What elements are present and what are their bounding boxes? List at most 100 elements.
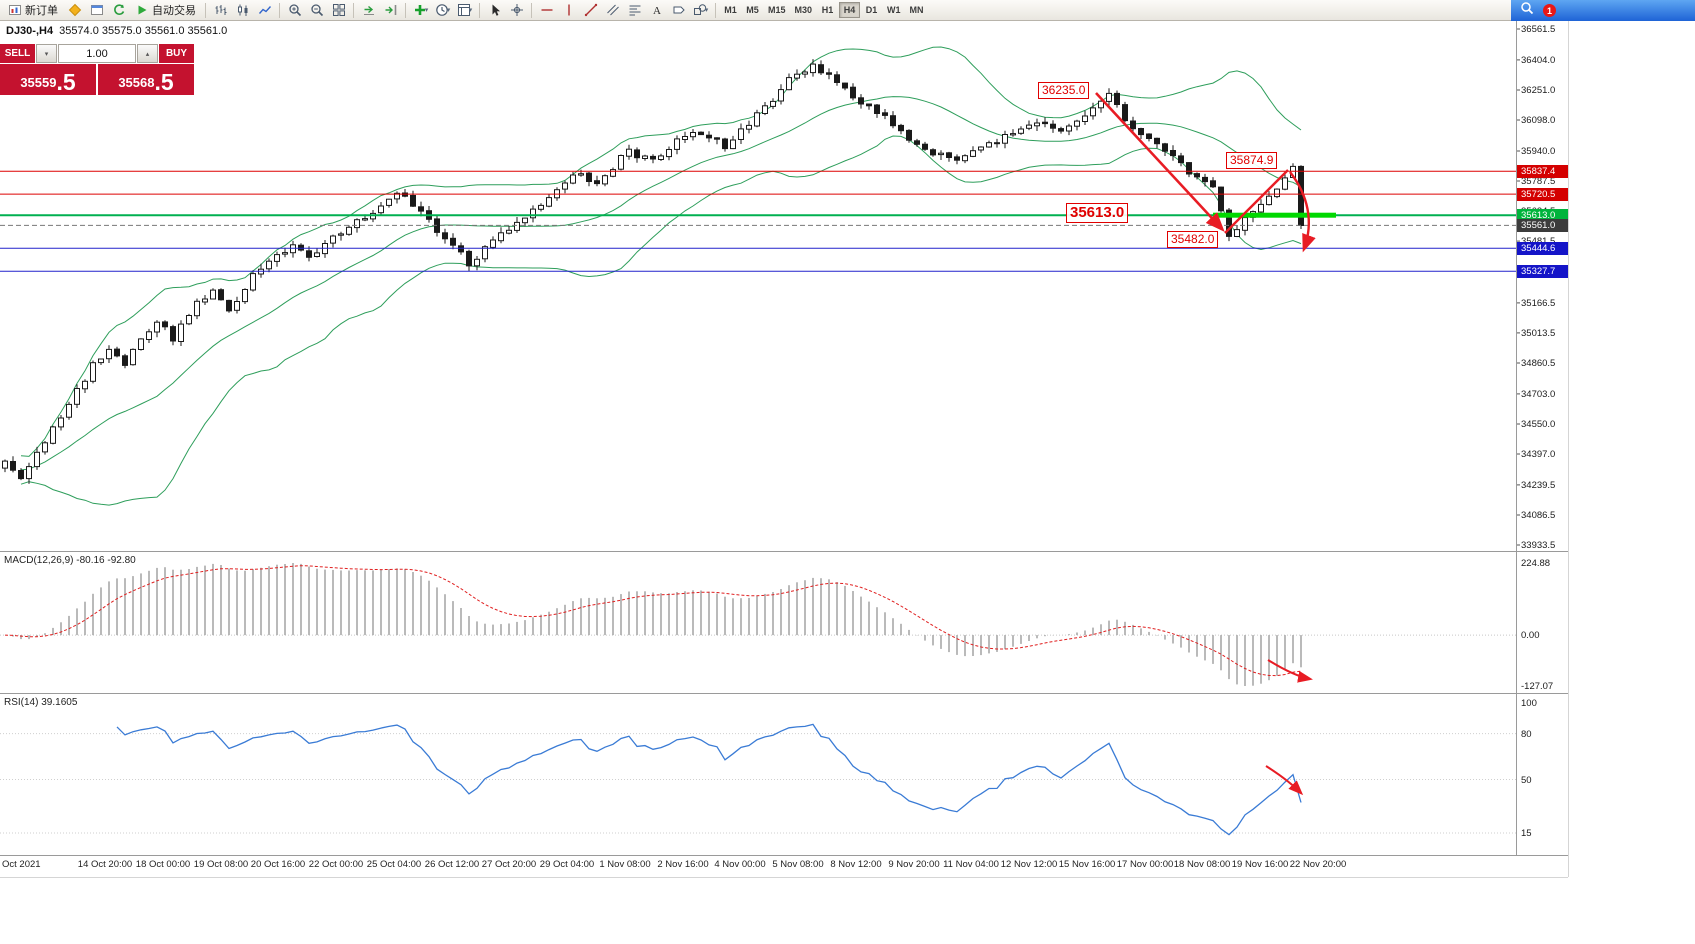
time-axis-label: 19 Nov 16:00	[1231, 859, 1289, 870]
price-annotation[interactable]: 35874.9	[1226, 152, 1278, 169]
time-axis-label: 27 Oct 20:00	[481, 859, 537, 870]
search-bar[interactable]: 1	[1511, 0, 1695, 21]
timeframe-m30-button[interactable]: M30	[794, 5, 813, 15]
time-axis-label: 11 Nov 04:00	[943, 859, 999, 870]
chart-plus-icon	[8, 3, 22, 17]
macd-axis-tick: 224.88	[1521, 558, 1551, 569]
timeframe-mn-button[interactable]: MN	[909, 5, 924, 15]
horizontal-line-button[interactable]	[536, 1, 557, 19]
timeframe-h1-button[interactable]: H1	[821, 5, 834, 15]
time-axis-label: Oct 2021	[2, 859, 41, 870]
price-axis-tick: 35940.0	[1521, 146, 1556, 157]
rsi-label: RSI(14) 39.1605	[4, 697, 78, 708]
rsi-axis-tick: 15	[1521, 828, 1532, 839]
indicators-button[interactable]: ▾	[410, 1, 431, 19]
buy-button[interactable]: BUY	[159, 44, 194, 63]
buy-price: 35568	[118, 75, 155, 90]
timeframe-h4-button[interactable]: H4	[839, 2, 861, 18]
volume-decrease-button[interactable]: ▾	[36, 44, 57, 63]
chevron-down-icon: ▾	[704, 7, 709, 14]
text-tool-button[interactable]: A	[646, 1, 667, 19]
template-icon	[457, 3, 471, 17]
buy-pips: .5	[154, 69, 174, 95]
price-axis-tick: 36404.0	[1521, 55, 1556, 66]
timeframe-d1-button[interactable]: D1	[865, 5, 878, 15]
time-axis-label: 9 Nov 20:00	[888, 859, 940, 870]
volume-input[interactable]	[58, 44, 136, 63]
notification-badge[interactable]: 1	[1543, 4, 1556, 17]
volume-increase-button[interactable]: ▴	[137, 44, 158, 63]
zoom-in-button[interactable]	[284, 1, 305, 19]
channel-icon	[606, 3, 620, 17]
chevron-down-icon: ▾	[468, 7, 473, 14]
bar-chart-mode-button[interactable]	[210, 1, 231, 19]
equidistant-channel-button[interactable]	[602, 1, 623, 19]
candle-chart-mode-button[interactable]	[232, 1, 253, 19]
cursor-button[interactable]	[484, 1, 505, 19]
time-axis-label: 18 Nov 08:00	[1173, 859, 1231, 870]
symbol-title: DJ30-,H4	[6, 25, 54, 37]
timeframe-m1-button[interactable]: M1	[724, 5, 737, 15]
tile-windows-button[interactable]	[328, 1, 349, 19]
price-level-label: 35613.0	[1517, 209, 1568, 222]
trendline-button[interactable]	[580, 1, 601, 19]
crosshair-button[interactable]	[506, 1, 527, 19]
zoom-out-button[interactable]	[306, 1, 327, 19]
arrow-label-button[interactable]	[668, 1, 689, 19]
chart-shift-button[interactable]	[380, 1, 401, 19]
new-order-button[interactable]: 新订单	[3, 1, 63, 19]
price-axis-tick: 34550.0	[1521, 419, 1556, 430]
diamond-icon	[68, 3, 82, 17]
toolbar-separator	[353, 2, 354, 18]
toolbar-separator	[405, 2, 406, 18]
rsi-axis-tick: 50	[1521, 775, 1532, 786]
rsi-axis-tick: 100	[1521, 698, 1537, 709]
toolbar-separator	[279, 2, 280, 18]
crosshair-icon	[510, 3, 524, 17]
refresh-button[interactable]	[108, 1, 129, 19]
price-axis-tick: 34860.5	[1521, 358, 1556, 369]
hline-icon	[540, 3, 554, 17]
time-axis-label: 19 Oct 08:00	[193, 859, 249, 870]
line-icon	[258, 3, 272, 17]
shapes-button[interactable]: ▾	[690, 1, 711, 19]
price-axis-tick: 36561.5	[1521, 24, 1556, 35]
price-annotation[interactable]: 35482.0	[1167, 231, 1219, 248]
periods-button[interactable]: ▾	[432, 1, 453, 19]
time-axis-label: 5 Nov 08:00	[772, 859, 824, 870]
indicator-plus-icon	[413, 3, 427, 17]
auto-scroll-button[interactable]	[358, 1, 379, 19]
mql-market-button[interactable]	[64, 1, 85, 19]
price-axis-tick: 35481.5	[1521, 236, 1555, 247]
price-axis-tick: 35013.5	[1521, 328, 1556, 339]
time-axis-label: 22 Oct 00:00	[308, 859, 364, 870]
clock-icon	[435, 3, 449, 17]
time-axis-label: 20 Oct 16:00	[250, 859, 306, 870]
templates-button[interactable]: ▾	[454, 1, 475, 19]
shift-icon	[384, 3, 398, 17]
toolbar-separator	[531, 2, 532, 18]
line-chart-mode-button[interactable]	[254, 1, 275, 19]
sell-price-button[interactable]: 35559.5	[0, 64, 96, 95]
profiles-button[interactable]	[86, 1, 107, 19]
time-axis-label: 25 Oct 04:00	[366, 859, 422, 870]
buy-price-button[interactable]: 35568.5	[98, 64, 194, 95]
price-level-label: 35561.0	[1517, 219, 1568, 232]
price-level-label: 35327.7	[1517, 265, 1568, 278]
fibonacci-button[interactable]	[624, 1, 645, 19]
shapes-icon	[693, 3, 707, 17]
timeframe-m15-button[interactable]: M15	[768, 5, 786, 15]
search-icon[interactable]	[1520, 1, 1534, 20]
macd-axis-tick: 0.00	[1521, 630, 1540, 641]
price-annotation[interactable]: 35613.0	[1066, 203, 1129, 223]
timeframe-m5-button[interactable]: M5	[746, 5, 759, 15]
price-axis-tick: 33933.5	[1521, 540, 1556, 551]
sell-button[interactable]: SELL	[0, 44, 35, 63]
timeframe-w1-button[interactable]: W1	[887, 5, 901, 15]
autotrade-button[interactable]: 自动交易	[130, 1, 201, 19]
price-annotation[interactable]: 36235.0	[1038, 82, 1090, 99]
vertical-line-button[interactable]	[558, 1, 579, 19]
autoscroll-icon	[362, 3, 376, 17]
